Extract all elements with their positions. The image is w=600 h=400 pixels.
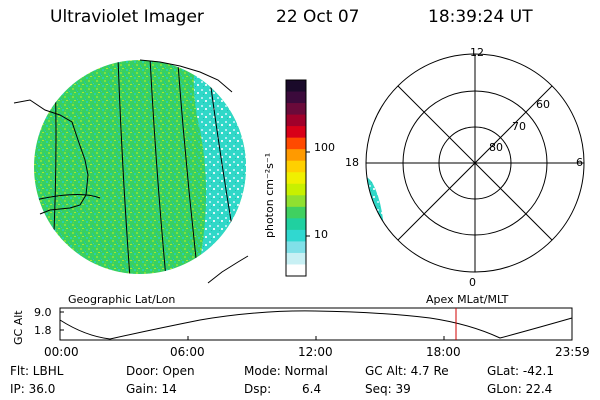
colorbar-segment (286, 160, 306, 173)
colorbar-tick-100: 100 (314, 141, 335, 154)
altitude-ytick-1-8: 1.8 (34, 324, 52, 337)
geographic-caption: Geographic Lat/Lon (68, 293, 176, 306)
altitude-plot (59, 307, 573, 341)
instrument-title: Ultraviolet Imager (50, 7, 204, 27)
colorbar-segment (286, 264, 306, 277)
colorbar-segment (286, 172, 306, 185)
altitude-ytick-9: 9.0 (34, 306, 52, 319)
colorbar-segment (286, 114, 306, 127)
colorbar-segment (286, 183, 306, 196)
glat-status: GLat: -42.1 (487, 364, 554, 378)
time-label: 18:39:24 UT (428, 7, 533, 27)
seq-status: Seq: 39 (365, 382, 411, 396)
date-label: 22 Oct 07 (276, 7, 360, 27)
lat-label-60: 60 (536, 98, 550, 111)
ip-status: IP: 36.0 (10, 382, 56, 396)
colorbar-segment (286, 126, 306, 139)
door-status: Door: Open (126, 364, 195, 378)
polar-mlt-plot (365, 53, 585, 273)
mlt-label-12: 12 (470, 46, 484, 59)
gain-status: Gain: 14 (126, 382, 177, 396)
altitude-xtick-0000: 00:00 (44, 345, 79, 359)
colorbar-segment (286, 218, 306, 231)
colorbar-unit-label: photon cm⁻²s⁻¹ (263, 152, 276, 238)
colorbar-tick-10: 10 (314, 228, 328, 241)
colorbar-segment (286, 241, 306, 254)
gc-alt-status: GC Alt: 4.7 Re (365, 364, 449, 378)
mode-status: Mode: Normal (244, 364, 328, 378)
colorbar-segment (286, 149, 306, 162)
colorbar-segment (286, 103, 306, 116)
altitude-xtick-2359: 23:59 (555, 345, 590, 359)
altitude-xtick-1200: 12:00 (298, 345, 333, 359)
lat-label-70: 70 (512, 120, 526, 133)
colorbar-segment (286, 80, 306, 93)
geographic-image (13, 59, 249, 284)
filter-status: Flt: LBHL (10, 364, 64, 378)
colorbar-segment (286, 229, 306, 242)
dsp-label: Dsp: (244, 382, 272, 396)
colorbar-segment (286, 252, 306, 265)
dsp-value: 6.4 (302, 382, 322, 396)
altitude-ylabel: GC Alt (12, 310, 25, 345)
mlt-label-6: 6 (576, 156, 583, 169)
mlt-label-0: 0 (469, 276, 476, 289)
colorbar-segment (286, 206, 306, 219)
altitude-xtick-1800: 18:00 (426, 345, 461, 359)
colorbar-segment (286, 137, 306, 150)
altitude-xtick-0600: 06:00 (170, 345, 205, 359)
colorbar-segment (286, 91, 306, 104)
colorbar-frame (285, 79, 307, 277)
colorbar-segment (286, 195, 306, 208)
lat-label-80: 80 (489, 141, 503, 154)
apex-caption: Apex MLat/MLT (426, 293, 509, 306)
mlt-label-18: 18 (345, 156, 359, 169)
glon-status: GLon: 22.4 (487, 382, 553, 396)
colorbar (285, 79, 310, 277)
